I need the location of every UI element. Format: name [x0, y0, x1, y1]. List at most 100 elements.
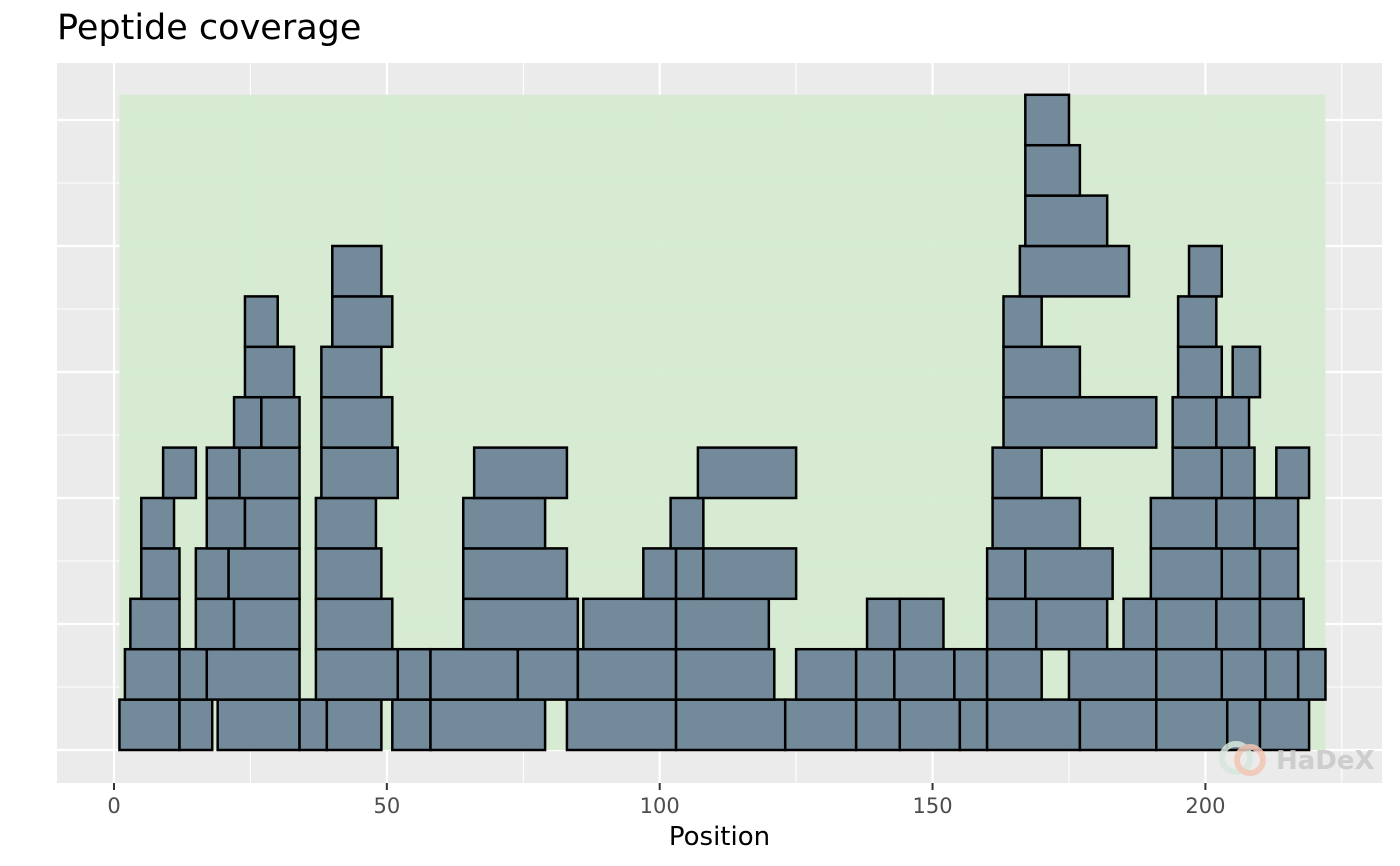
- peptide-bar: [898, 597, 945, 651]
- peptide-bar: [118, 698, 181, 752]
- peptide-bar: [1215, 496, 1256, 550]
- peptide-bar: [1220, 446, 1256, 500]
- peptide-bar: [1078, 698, 1158, 752]
- peptide-bar: [1024, 93, 1071, 147]
- peptide-bar: [1155, 597, 1218, 651]
- x-tick-label: 150: [913, 794, 953, 818]
- peptide-bar: [243, 295, 279, 349]
- peptide-bar: [1018, 244, 1131, 298]
- peptide-bar: [1296, 647, 1327, 701]
- logo-circle-icon: [1234, 744, 1266, 776]
- peptide-bar: [194, 547, 230, 601]
- peptide-bar: [161, 446, 198, 500]
- peptide-bar: [953, 647, 989, 701]
- peptide-bar: [1258, 597, 1305, 651]
- peptide-bar: [243, 496, 301, 550]
- peptide-bar: [1171, 446, 1224, 500]
- x-axis: 0 50 100 150 200: [107, 783, 1225, 818]
- peptide-bar: [298, 698, 329, 752]
- peptide-bar: [783, 698, 858, 752]
- peptide-bar: [565, 698, 678, 752]
- peptide-bar: [1176, 345, 1224, 399]
- peptide-bar: [893, 647, 956, 701]
- peptide-bar: [794, 647, 858, 701]
- peptide-bar: [1220, 647, 1267, 701]
- peptide-bar: [674, 597, 771, 651]
- peptide-bar: [1024, 143, 1082, 197]
- peptide-bar: [260, 395, 301, 449]
- peptide-bar: [314, 496, 378, 550]
- peptide-bar: [232, 395, 263, 449]
- peptide-bar: [243, 345, 296, 399]
- peptide-bar: [696, 446, 798, 500]
- peptide-bar: [123, 647, 181, 701]
- peptide-bar: [1231, 345, 1262, 399]
- peptide-bar: [674, 547, 705, 601]
- peptide-bar: [461, 547, 569, 601]
- peptide-bar: [205, 446, 241, 500]
- peptide-bar: [1155, 698, 1229, 752]
- peptide-bar: [1264, 647, 1300, 701]
- peptide-bar: [205, 647, 301, 701]
- peptide-bar: [669, 496, 705, 550]
- peptide-bar: [1149, 496, 1218, 550]
- x-tick-label: 200: [1185, 794, 1225, 818]
- peptide-bar: [331, 295, 394, 349]
- peptide-bar: [461, 597, 580, 651]
- peptide-bar: [1067, 647, 1158, 701]
- peptide-bar: [1258, 698, 1311, 752]
- peptide-bar: [854, 698, 902, 752]
- peptide-bar: [1215, 597, 1262, 651]
- peptide-bar: [314, 547, 383, 601]
- peptide-bar: [227, 547, 301, 601]
- peptide-bar: [1155, 647, 1224, 701]
- peptide-bar: [178, 647, 209, 701]
- peptide-bar: [1220, 547, 1262, 601]
- peptide-bar: [325, 698, 383, 752]
- peptide-bar: [1275, 446, 1311, 500]
- peptide-bar: [238, 446, 301, 500]
- peptide-bar: [958, 698, 989, 752]
- peptide-bar: [1187, 244, 1224, 298]
- x-axis-title: Position: [669, 822, 770, 852]
- peptide-bar: [429, 647, 520, 701]
- peptide-bars: [118, 93, 1327, 752]
- peptide-bar: [1034, 597, 1109, 651]
- peptide-bar: [1258, 547, 1300, 601]
- peptide-bar: [991, 446, 1043, 500]
- peptide-bar: [865, 597, 902, 651]
- peptide-bar: [320, 446, 400, 500]
- peptide-bar: [1176, 295, 1218, 349]
- peptide-bar: [1024, 194, 1109, 248]
- peptide-bar: [1215, 395, 1251, 449]
- peptide-bar: [576, 647, 678, 701]
- peptide-bar: [985, 547, 1027, 601]
- peptide-bar: [140, 496, 176, 550]
- peptide-bar: [429, 698, 547, 752]
- peptide-bar: [178, 698, 214, 752]
- peptide-bar: [472, 446, 569, 500]
- peptide-bar: [985, 698, 1082, 752]
- peptide-bar: [582, 597, 678, 651]
- peptide-bar: [1253, 496, 1300, 550]
- peptide-bar: [314, 647, 400, 701]
- peptide-bar: [140, 547, 181, 601]
- x-tick-label: 0: [107, 794, 120, 818]
- peptide-bar: [461, 496, 547, 550]
- peptide-bar: [1002, 345, 1082, 399]
- peptide-bar: [985, 647, 1043, 701]
- peptide-bar: [216, 698, 301, 752]
- peptide-bar: [314, 597, 394, 651]
- peptide-bar: [1024, 547, 1114, 601]
- peptide-bar: [320, 345, 383, 399]
- peptide-bar: [320, 395, 394, 449]
- peptide-bar: [1002, 295, 1043, 349]
- x-tick-label: 100: [640, 794, 680, 818]
- chart-title: Peptide coverage: [57, 8, 362, 48]
- peptide-bar: [391, 698, 432, 752]
- peptide-bar: [674, 647, 776, 701]
- peptide-bar: [1122, 597, 1158, 651]
- peptide-bar: [205, 496, 247, 550]
- peptide-bar: [194, 597, 236, 651]
